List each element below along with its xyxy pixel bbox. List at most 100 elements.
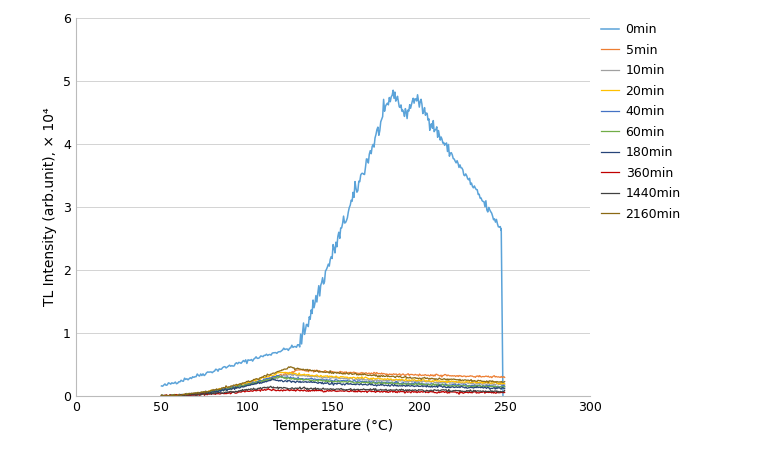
60min [269, 376, 278, 382]
Line: 2160min: 2160min [161, 367, 505, 396]
360min [294, 388, 304, 393]
60min [157, 393, 166, 399]
0min [178, 379, 187, 384]
5min [374, 371, 383, 377]
20min [374, 375, 383, 381]
1440min [159, 393, 168, 399]
1440min [199, 391, 208, 396]
20min [294, 372, 303, 378]
0min [490, 216, 499, 222]
2160min [408, 375, 417, 381]
180min [198, 390, 207, 396]
1440min [266, 384, 276, 389]
10min [407, 378, 416, 384]
Legend: 0min, 5min, 10min, 20min, 40min, 60min, 180min, 360min, 1440min, 2160min: 0min, 5min, 10min, 20min, 40min, 60min, … [596, 18, 686, 226]
180min [407, 383, 416, 388]
40min [160, 393, 169, 399]
2160min [199, 389, 208, 394]
60min [500, 384, 509, 389]
10min [408, 379, 417, 384]
2160min [407, 375, 416, 381]
40min [408, 380, 417, 386]
360min [407, 390, 416, 395]
Y-axis label: TL Intensity (arb.unit), × 10⁴: TL Intensity (arb.unit), × 10⁴ [43, 108, 58, 306]
0min [400, 106, 410, 111]
40min [157, 393, 166, 398]
1440min [294, 385, 304, 391]
0min [232, 360, 241, 365]
Line: 60min: 60min [161, 376, 505, 396]
5min [269, 375, 278, 381]
40min [199, 389, 208, 395]
1440min [375, 387, 384, 393]
2160min [500, 379, 509, 384]
60min [294, 377, 303, 383]
5min [407, 372, 416, 377]
0min [241, 357, 251, 363]
40min [274, 373, 283, 378]
20min [198, 390, 207, 396]
360min [408, 389, 417, 394]
10min [199, 390, 208, 396]
180min [374, 382, 383, 388]
360min [500, 389, 509, 395]
360min [270, 387, 279, 393]
Line: 20min: 20min [161, 372, 505, 396]
40min [294, 376, 304, 382]
2160min [157, 392, 166, 398]
10min [269, 375, 279, 381]
1440min [157, 393, 166, 398]
10min [157, 393, 167, 399]
40min [269, 374, 279, 379]
180min [500, 385, 509, 391]
360min [375, 389, 384, 394]
5min [406, 372, 415, 377]
Line: 0min: 0min [161, 90, 503, 396]
360min [157, 393, 167, 399]
5min [296, 367, 305, 372]
Line: 10min: 10min [161, 374, 505, 396]
Line: 180min: 180min [161, 379, 505, 396]
10min [375, 378, 384, 383]
2160min [375, 373, 384, 378]
5min [157, 393, 166, 399]
60min [374, 379, 383, 385]
10min [286, 371, 295, 377]
X-axis label: Temperature (°C): Temperature (°C) [273, 419, 393, 433]
Line: 360min: 360min [161, 389, 505, 396]
5min [198, 390, 207, 395]
180min [294, 379, 303, 384]
2160min [286, 364, 295, 369]
60min [406, 381, 415, 386]
0min [157, 383, 166, 389]
180min [157, 393, 166, 399]
20min [269, 373, 278, 378]
180min [268, 376, 277, 381]
20min [275, 369, 284, 375]
10min [157, 393, 166, 399]
360min [199, 391, 208, 396]
10min [500, 382, 509, 388]
60min [198, 389, 207, 395]
1440min [408, 387, 417, 393]
1440min [270, 385, 279, 390]
180min [269, 377, 279, 383]
0min [388, 87, 397, 93]
1440min [500, 388, 509, 393]
2160min [157, 393, 167, 399]
40min [375, 379, 384, 385]
20min [157, 393, 166, 399]
0min [498, 393, 507, 399]
20min [407, 377, 416, 383]
Line: 1440min: 1440min [161, 386, 505, 396]
60min [407, 381, 416, 387]
2160min [269, 370, 279, 376]
0min [423, 117, 432, 123]
180min [406, 384, 415, 389]
40min [407, 381, 416, 386]
40min [500, 384, 509, 389]
360min [157, 393, 166, 398]
2160min [294, 366, 304, 372]
60min [273, 374, 282, 379]
5min [500, 374, 509, 380]
